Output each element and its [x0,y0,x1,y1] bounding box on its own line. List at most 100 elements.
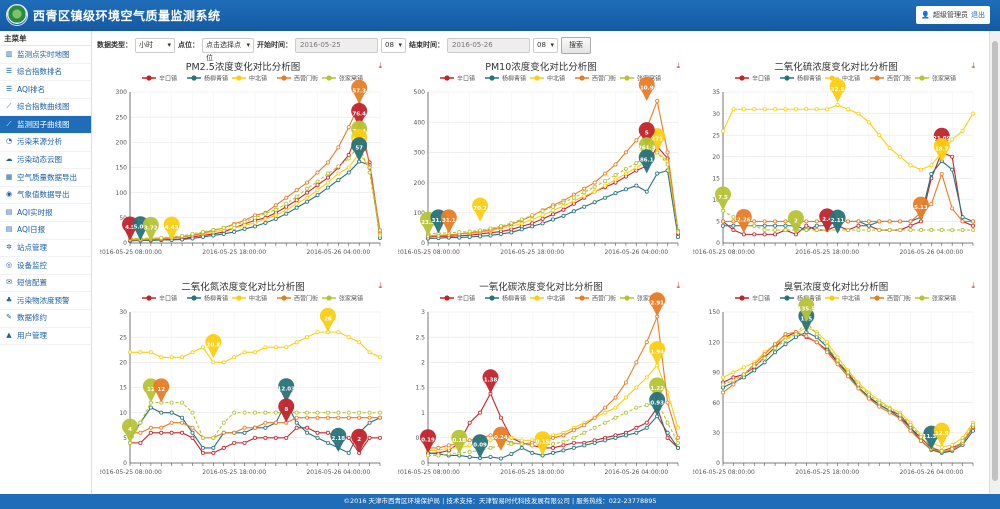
data-point [720,219,725,224]
data-point [325,175,330,180]
legend-label: 辛口镇 [457,75,475,83]
data-point [773,228,778,233]
download-icon[interactable]: ⤓ [971,61,975,70]
search-button[interactable]: 搜索 [561,36,591,54]
user-box: 👤 超级管理员 退出 [916,6,990,24]
download-icon[interactable]: ⤓ [676,281,680,290]
map-icon: ▥ [5,49,13,58]
page-scrollbar[interactable] [989,31,1000,494]
data-point [845,228,850,233]
download-icon[interactable]: ⤓ [676,61,680,70]
data-point [603,195,608,200]
sidebar-item-12[interactable]: ◎ 设备监控 [0,257,91,275]
data-point [825,107,830,112]
data-point [346,435,351,440]
data-point [582,423,587,428]
filter-bar: 数据类型： 小时 ▾ 点位： 点击选择点位 ▾ 开始时间： 2016-05-25… [97,36,591,62]
sidebar-item-label: AQI日报 [17,225,46,235]
x-tick-label: 2016-05-25 08:00:00 [100,469,162,476]
value-marker: 5.13 [912,196,929,221]
sidebar-item-14[interactable]: ♣ 污染物浓度预警 [0,292,91,310]
marker-label: 261.3 [638,146,656,152]
data-point [845,219,850,224]
data-point [561,207,566,212]
data-point [550,208,555,213]
data-point [887,219,892,224]
data-point [284,201,289,206]
marker-label: 11.38 [923,434,941,440]
sidebar-item-1[interactable]: ☰ 综合指数排名 [0,64,91,82]
sidebar-item-15[interactable]: ✎ 数据修约 [0,310,91,328]
data-point [835,102,840,107]
data-point [675,440,680,445]
data-point [190,425,195,430]
data-point [762,223,767,228]
y-tick-label: 200 [116,140,128,147]
sidebar-item-16[interactable]: ▲ 用户管理 [0,328,91,346]
marker-pin [153,378,170,403]
point-select[interactable]: 点击选择点位 ▾ [202,37,254,62]
value-marker: 2.26 [735,209,752,234]
data-type-select[interactable]: 小时 ▾ [135,37,175,53]
data-point [252,410,257,415]
sidebar-item-11[interactable]: ✲ 站点管理 [0,240,91,258]
sidebar-item-label: 污染动态云图 [17,155,62,165]
sidebar-item-label: 站点管理 [17,243,47,253]
data-point [634,160,639,165]
download-icon[interactable]: ⤓ [971,281,975,290]
sidebar-item-2[interactable]: ☰ AQI排名 [0,81,91,99]
data-point [866,223,871,228]
data-point [377,233,382,238]
data-point [675,234,680,239]
sidebar-item-10[interactable]: ▤ AQI日报 [0,222,91,240]
data-point [190,231,195,236]
data-point [773,223,778,228]
marker-pin [912,196,929,221]
data-point [783,223,788,228]
end-hour-select[interactable]: 08 ▾ [533,37,558,53]
sidebar-item-0[interactable]: ▥ 监测点实时地图 [0,46,91,64]
sidebar-item-6[interactable]: ☁ 污染动态云图 [0,152,91,170]
value-marker: 18.7 [933,138,950,163]
start-date-input[interactable]: 2016-05-25 [295,37,378,53]
data-point [783,228,788,233]
sidebar-item-13[interactable]: ✉ 短信配置 [0,275,91,293]
download-icon[interactable]: ⤓ [378,61,382,70]
data-point [305,425,310,430]
data-point [918,167,923,172]
sidebar-item-4[interactable]: ⟋ 监测因子曲线图 [0,116,91,134]
sidebar-item-9[interactable]: ▤ AQI实时报 [0,204,91,222]
logout-link[interactable]: 退出 [971,11,985,19]
start-hour-select[interactable]: 08 ▾ [381,37,406,53]
end-date-input[interactable]: 2016-05-26 [447,37,530,53]
data-point [950,154,955,159]
data-point [509,441,514,446]
data-point [877,228,882,233]
x-tick-label: 2016-05-26 04:00:00 [604,249,668,256]
download-icon[interactable]: ⤓ [378,281,382,290]
data-point [325,415,330,420]
sidebar-item-8[interactable]: ◉ 气象值数据导出 [0,187,91,205]
data-point [325,440,330,445]
data-point [315,193,320,198]
data-point [336,330,341,335]
data-point [939,228,944,233]
marker-label: 5.13 [914,205,928,211]
data-point [603,179,608,184]
data-point [377,435,382,440]
marker-pin [787,210,804,235]
username[interactable]: 超级管理员 [933,11,968,19]
data-point [530,213,535,218]
data-point [284,345,289,350]
data-point [887,146,892,151]
data-point [478,410,483,415]
sidebar-item-5[interactable]: ◔ 污染来源分析 [0,134,91,152]
sidebar-item-3[interactable]: ⟋ 综合指数曲线图 [0,99,91,117]
data-point [571,445,576,450]
data-point [773,342,778,347]
y-tick-label: 0 [123,240,127,247]
data-point [252,220,257,225]
marker-label: 0.15 [536,440,550,446]
sidebar-item-7[interactable]: ▦ 空气质量数据导出 [0,169,91,187]
scrollbar-thumb[interactable] [992,41,998,481]
